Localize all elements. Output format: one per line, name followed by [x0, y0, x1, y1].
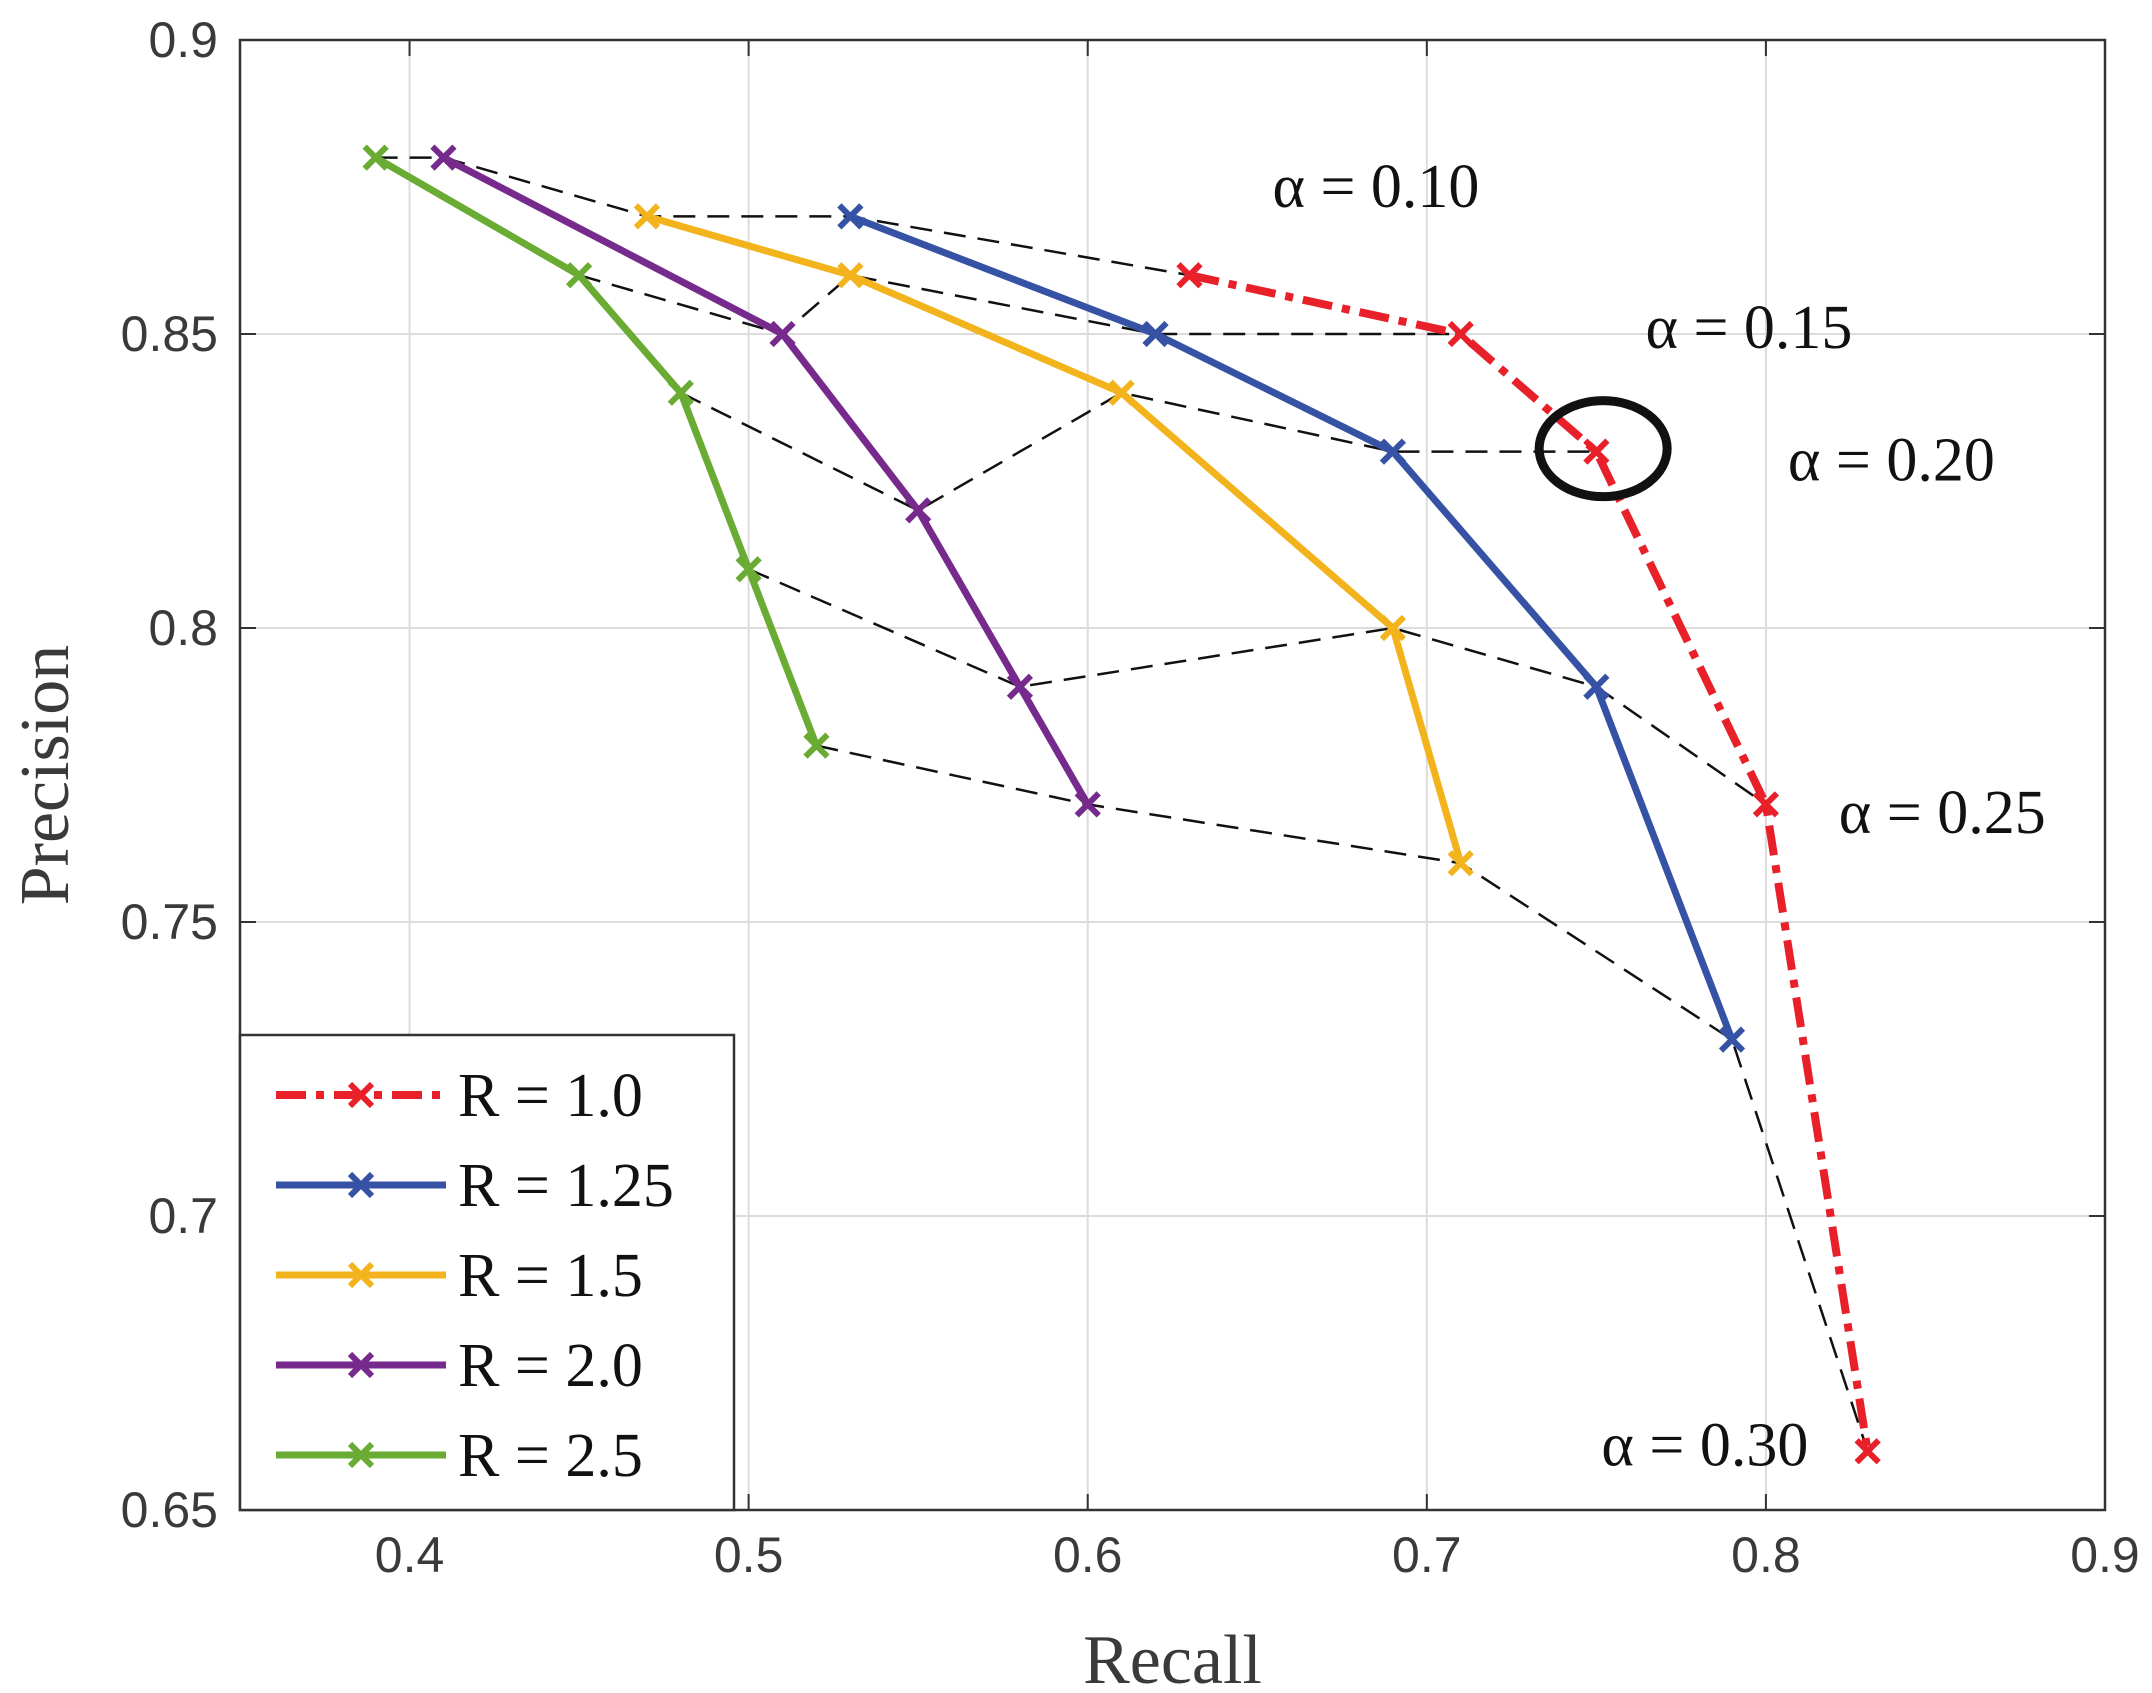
series-2.0	[430, 144, 1101, 818]
alpha-contour-0.20	[680, 391, 1597, 512]
legend-entry: R = 1.5	[276, 1242, 643, 1310]
tick-labels: 0.4 0.5 0.6 0.7 0.8 0.9 0.65 0.7 0.75 0.8 0.85 0.9	[121, 12, 2140, 1583]
data-point	[1854, 1438, 1881, 1465]
alpha-contour-0.15	[578, 273, 1461, 336]
legend-entry: R = 2.0	[276, 1332, 643, 1400]
data-point	[667, 379, 694, 406]
highlight-ellipse	[1534, 396, 1672, 502]
alpha-annotation: α = 0.15	[1645, 294, 1852, 362]
data-point	[1583, 673, 1610, 700]
data-point	[769, 320, 796, 348]
legend-label: R = 1.25	[458, 1152, 674, 1220]
data-point	[1583, 438, 1610, 465]
alpha-contour-0.25	[748, 568, 1767, 806]
axes	[238, 38, 2107, 1512]
data-point	[1447, 320, 1474, 348]
y-axis-label: Precision	[7, 645, 84, 906]
alpha-annotation: α = 0.10	[1272, 153, 1479, 221]
series-1.0	[1176, 262, 1881, 1465]
data-point	[1074, 791, 1101, 818]
legend-marker	[347, 1261, 375, 1289]
x-tick-label: 0.7	[1392, 1527, 1462, 1583]
y-tick-label: 0.7	[148, 1188, 218, 1244]
data-point	[803, 732, 830, 759]
alpha-annotation: α = 0.20	[1788, 426, 1995, 494]
legend-entry: R = 2.5	[276, 1422, 643, 1490]
data-point	[1447, 850, 1474, 877]
data-point	[837, 262, 864, 289]
data-point	[1108, 379, 1135, 406]
data-point	[1142, 320, 1169, 348]
y-tick-label: 0.65	[121, 1482, 218, 1538]
alpha-annotation: α = 0.25	[1839, 779, 2046, 847]
x-tick-label: 0.5	[714, 1527, 784, 1583]
x-tick-label: 0.9	[2070, 1527, 2140, 1583]
data-point	[905, 497, 932, 524]
y-tick-label: 0.75	[121, 894, 218, 950]
data-point	[735, 556, 762, 583]
legend-marker	[347, 1081, 375, 1109]
data-point	[1006, 673, 1034, 700]
alpha-annotations: α = 0.10 α = 0.15 α = 0.20 α = 0.25 α = 0.30	[1272, 153, 2045, 1479]
legend-entry: R = 1.25	[276, 1152, 674, 1220]
y-tick-label: 0.9	[148, 12, 218, 68]
x-axis-label: Recall	[1083, 1622, 1262, 1693]
alpha-annotation: α = 0.30	[1601, 1411, 1808, 1479]
plot-frame	[238, 38, 2107, 1512]
data-point	[837, 203, 864, 230]
y-tick-label: 0.8	[148, 600, 218, 656]
data-point	[633, 203, 661, 230]
series-1.5	[633, 203, 1474, 877]
legend-marker	[347, 1441, 375, 1469]
legend-label: R = 1.5	[458, 1242, 643, 1310]
x-tick-label: 0.4	[375, 1527, 445, 1583]
legend-entry: R = 1.0	[276, 1062, 643, 1130]
data-point	[362, 144, 389, 171]
x-tick-label: 0.8	[1731, 1527, 1801, 1583]
series-group	[362, 144, 1881, 1465]
series-line	[1188, 271, 1872, 1452]
x-tick-label: 0.6	[1053, 1527, 1123, 1583]
series-2.5	[362, 144, 830, 759]
data-point	[1752, 791, 1780, 818]
legend-marker	[347, 1351, 375, 1379]
y-tick-label: 0.85	[121, 306, 218, 362]
legend-marker	[347, 1171, 375, 1199]
legend: R = 1.0 R = 1.25 R = 1.5 R = 2.0 R = 2.5	[238, 1033, 736, 1512]
data-point	[1379, 438, 1407, 465]
data-point	[1379, 614, 1407, 642]
series-1.25	[837, 203, 1746, 1053]
data-point	[430, 144, 457, 171]
legend-label: R = 2.5	[458, 1422, 643, 1490]
legend-label: R = 1.0	[458, 1062, 643, 1130]
legend-label: R = 2.0	[458, 1332, 643, 1400]
data-point	[1718, 1026, 1746, 1053]
data-point	[1176, 262, 1203, 289]
data-point	[565, 262, 593, 289]
